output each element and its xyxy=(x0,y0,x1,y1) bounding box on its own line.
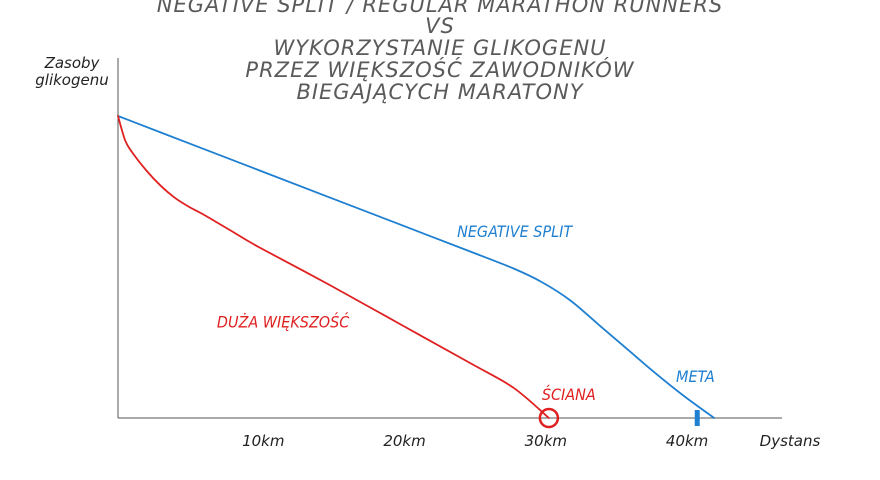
wall-circle xyxy=(538,407,560,429)
annotation-0: NEGATIVE SPLIT xyxy=(457,222,573,241)
x-tick-20km: 20km xyxy=(383,432,425,450)
x-axis-label: Dystans xyxy=(760,432,821,450)
title-line-2: WYKORZYSTANIE GLIKOGENU xyxy=(273,36,606,60)
x-tick-labels: 10km 20km 30km 40km xyxy=(242,432,708,450)
x-tick-40km: 40km xyxy=(666,432,708,450)
annotation-1: DUŻA WIĘKSZOŚĆ xyxy=(217,312,350,331)
title-line-4: BIEGAJĄCYCH MARATONY xyxy=(296,80,584,104)
title-line-3: PRZEZ WIĘKSZOŚĆ ZAWODNIKÓW xyxy=(245,57,634,82)
chart-title: NEGATIVE SPLIT / REGULAR MARATHON RUNNER… xyxy=(157,0,723,104)
annotation-2: ŚCIANA xyxy=(542,385,596,404)
y-axis-label-line-0: Zasoby xyxy=(44,54,101,72)
chart-annotations: NEGATIVE SPLIT DUŻA WIĘKSZOŚĆ ŚCIANA META xyxy=(217,222,715,404)
annotation-3: META xyxy=(676,367,715,386)
finish-marker xyxy=(694,410,700,426)
x-tick-30km: 30km xyxy=(525,432,567,450)
series-lines xyxy=(117,115,716,419)
title-line-1: VS xyxy=(425,14,455,38)
x-tick-10km: 10km xyxy=(242,432,284,450)
series-line-0 xyxy=(117,115,716,419)
y-axis-label-line-1: glikogenu xyxy=(35,71,108,89)
chart-markers xyxy=(538,407,700,429)
title-line-0: NEGATIVE SPLIT / REGULAR MARATHON RUNNER… xyxy=(157,0,723,17)
series-line-1 xyxy=(117,115,550,419)
